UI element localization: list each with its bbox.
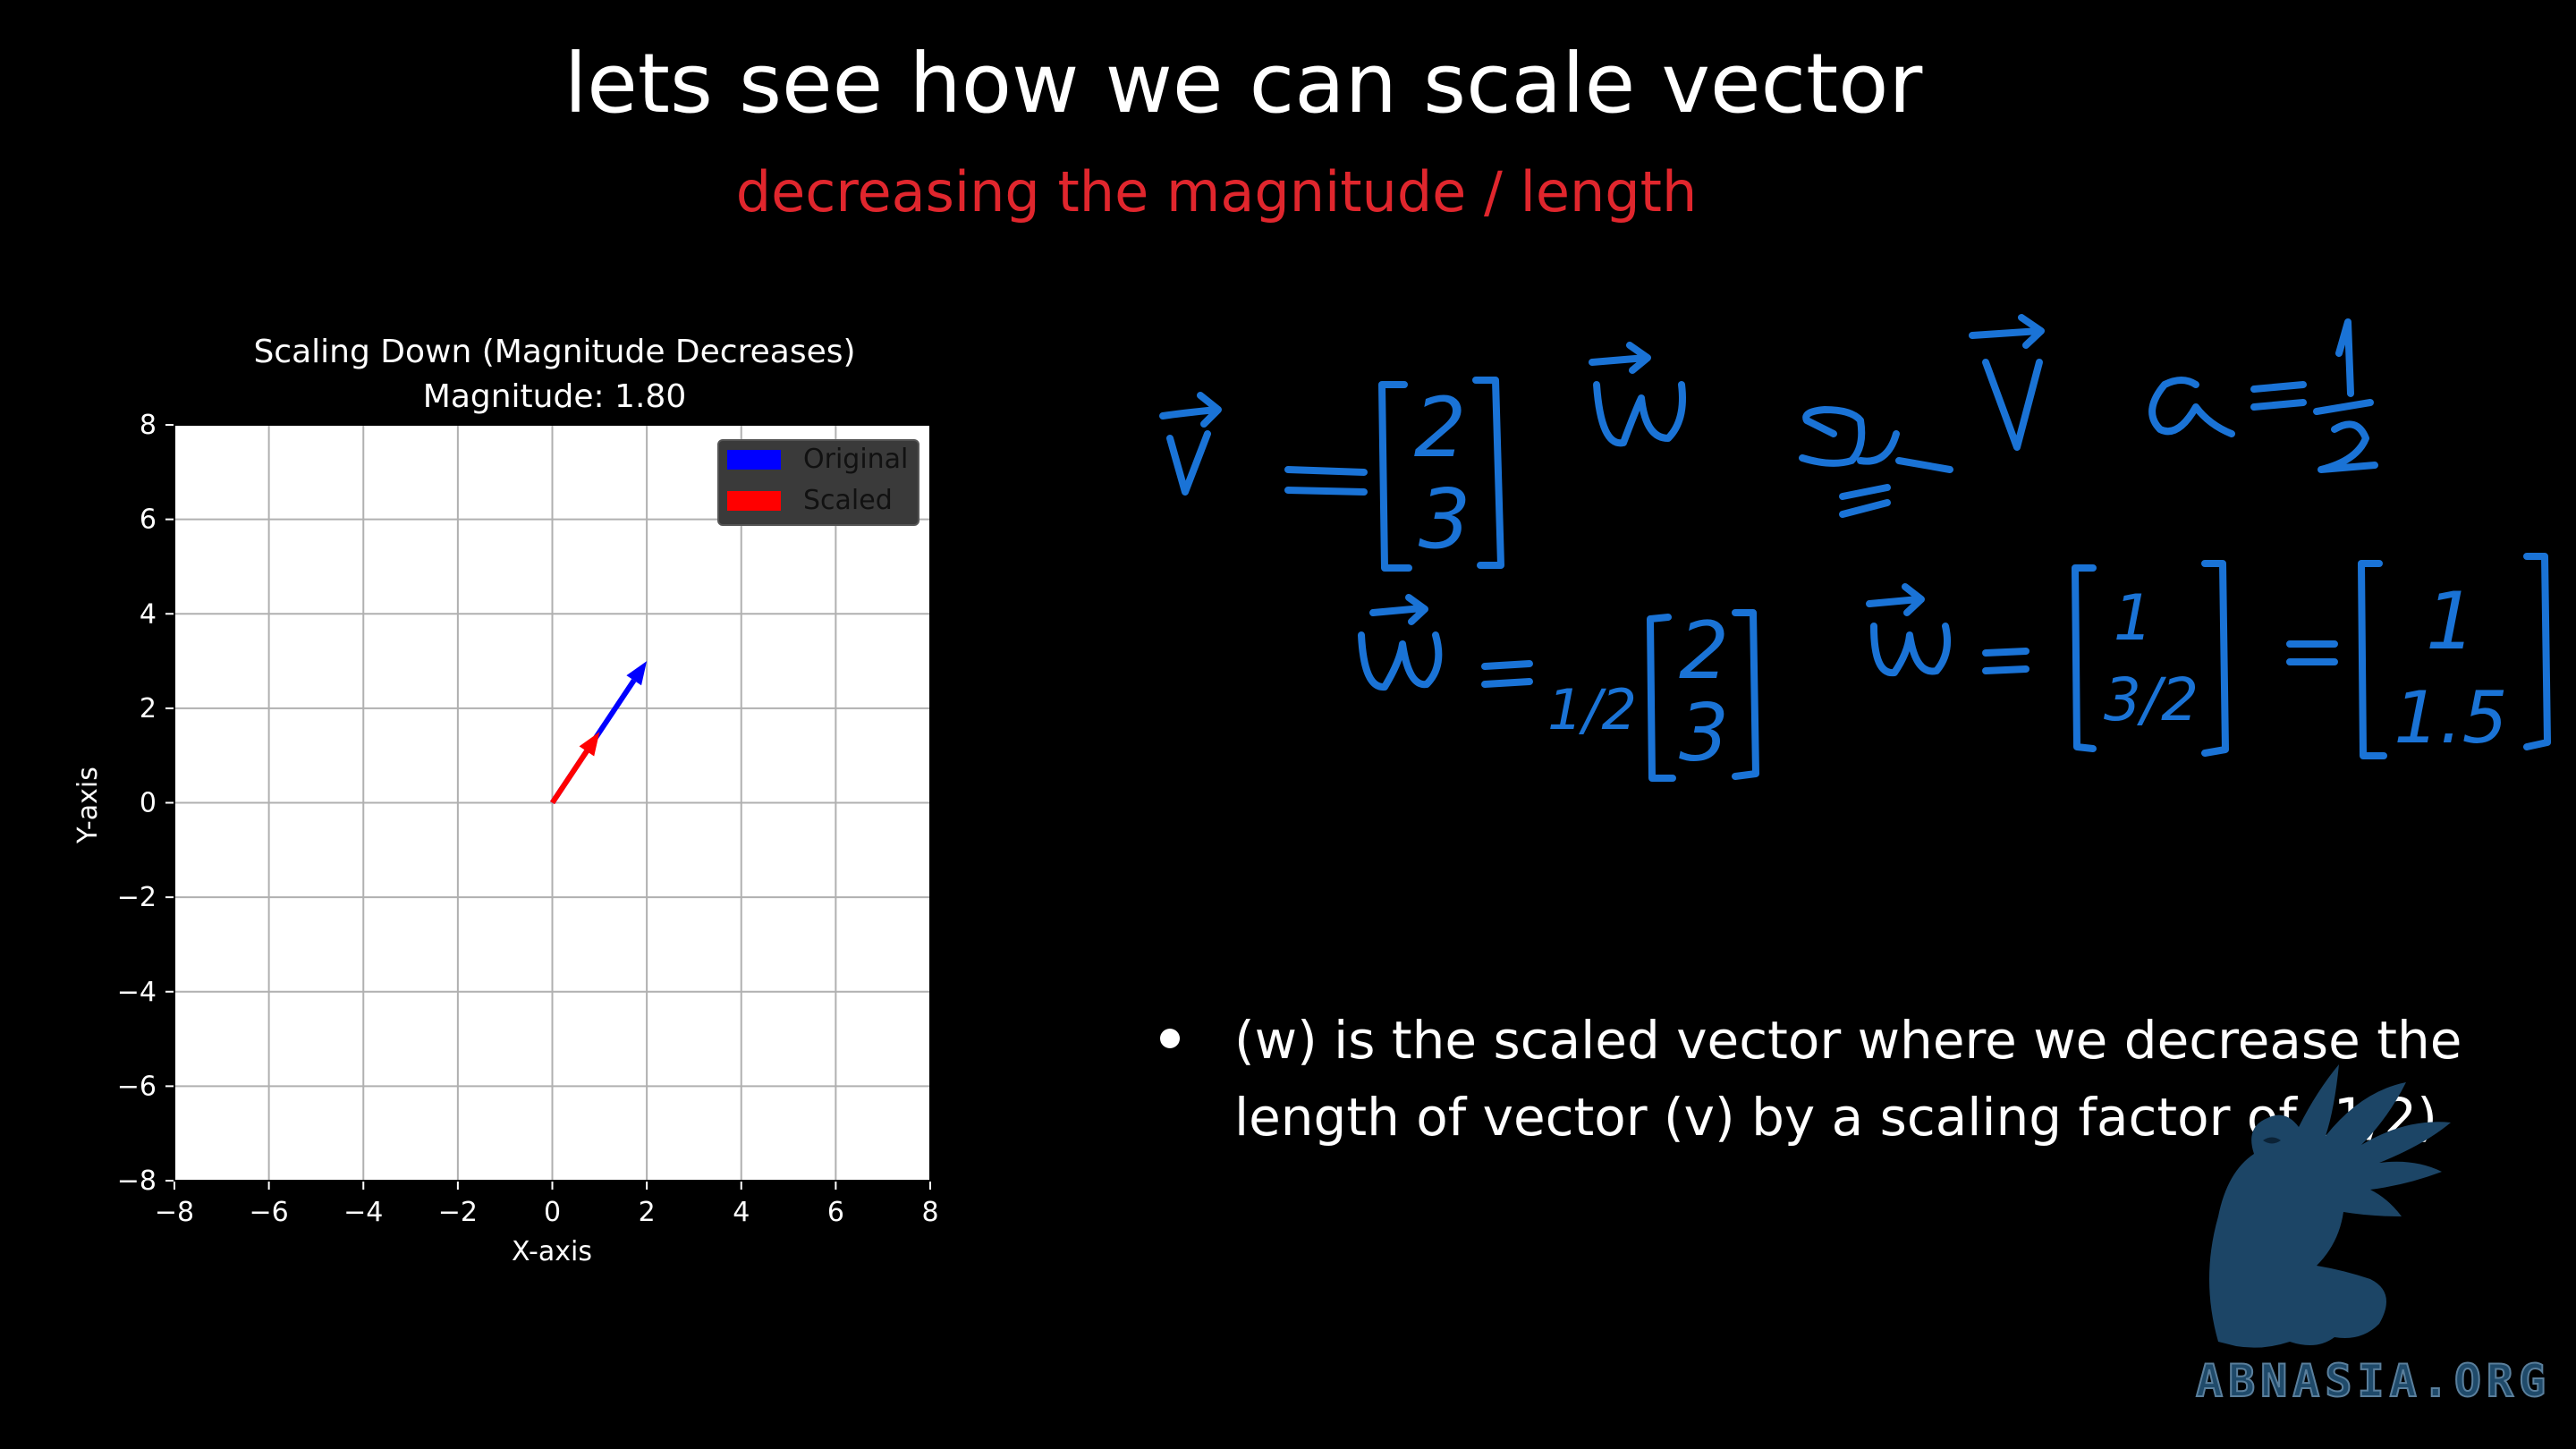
hw-w-result-entry-2: 1.5 [2394, 676, 2507, 759]
handwritten-math: 2 3 1/2 2 3 1 3/2 [1159, 314, 2551, 782]
legend-label-scaled: Scaled [803, 485, 893, 516]
x-tick-label: 6 [827, 1197, 844, 1228]
y-tick-label: 2 [140, 693, 157, 724]
hw-w-step2-entry-2: 3/2 [2104, 665, 2199, 734]
plot-canvas: Scaling Down (Magnitude Decreases) Magni… [72, 334, 939, 1267]
hw-w-result-entry-1: 1 [2426, 575, 2476, 667]
plot-area: −8 −6 −4 −2 0 2 4 6 8 8 6 4 2 0 −2 −4 −6 −8 [117, 410, 939, 1228]
legend-label-original: Original [803, 444, 908, 475]
scaled-vector-arrow [550, 750, 589, 805]
hw-w-equals-alpha-v [1589, 314, 2045, 518]
hw-v-entry-1: 2 [1414, 380, 1467, 476]
hw-w-step2-entry-1: 1 [2114, 581, 2154, 655]
y-tick-label: −4 [117, 977, 157, 1008]
y-tick-label: 6 [140, 504, 157, 536]
y-tick-label: −6 [117, 1071, 157, 1102]
bullet-dot-icon [1160, 1029, 1180, 1048]
x-axis-label: X-axis [512, 1236, 592, 1267]
x-tick-label: 2 [639, 1197, 656, 1228]
y-tick-label: −8 [117, 1165, 157, 1197]
y-tick-label: 4 [140, 598, 157, 630]
plot-title: Scaling Down (Magnitude Decreases) [253, 334, 855, 370]
x-tick-label: −8 [155, 1197, 194, 1228]
hw-alpha-equals-half [2148, 318, 2378, 473]
y-tick-label: −2 [117, 882, 157, 913]
x-tick-label: −2 [438, 1197, 478, 1228]
hw-w-step1-entry-2: 3 [1679, 687, 1729, 779]
slide-title: lets see how we can scale vector [564, 36, 1923, 131]
original-vector-head [626, 661, 648, 686]
plot-magnitude-label: Magnitude: 1.80 [423, 378, 686, 415]
scaled-vector-head [579, 732, 600, 757]
griffin-logo-icon [2209, 1064, 2451, 1348]
y-axis-label: Y-axis [72, 767, 104, 844]
hw-v-equals-vector: 2 3 [1159, 377, 1504, 572]
x-tick-label: 0 [544, 1197, 561, 1228]
x-tick-label: 4 [733, 1197, 750, 1228]
x-tick-label: −4 [343, 1197, 383, 1228]
plot-frame [174, 424, 931, 1182]
bullet-text: (w) is the scaled vector where we decrea… [1234, 1010, 2462, 1148]
hw-alpha-coefficient: 1/2 [1547, 677, 1637, 742]
legend-swatch-scaled [727, 491, 781, 511]
hw-w-equals-half-vector: 1/2 2 3 [1358, 594, 1759, 782]
logo-wordmark: ABNASIA.ORG [2195, 1354, 2552, 1408]
hw-w-step1-entry-1: 2 [1679, 605, 1729, 697]
legend: Original Scaled [717, 439, 919, 526]
vector-plot: Scaling Down (Magnitude Decreases) Magni… [54, 318, 993, 1284]
slide-subtitle: decreasing the magnitude / length [735, 159, 1698, 225]
y-tick-label: 8 [140, 410, 157, 441]
legend-swatch-original [727, 450, 781, 470]
x-tick-label: −6 [250, 1197, 289, 1228]
hw-v-entry-2: 3 [1419, 471, 1471, 567]
hw-w-equals-result: 1 3/2 1 1.5 [1866, 553, 2551, 759]
x-tick-label: 8 [921, 1197, 938, 1228]
y-tick-label: 0 [140, 788, 157, 819]
